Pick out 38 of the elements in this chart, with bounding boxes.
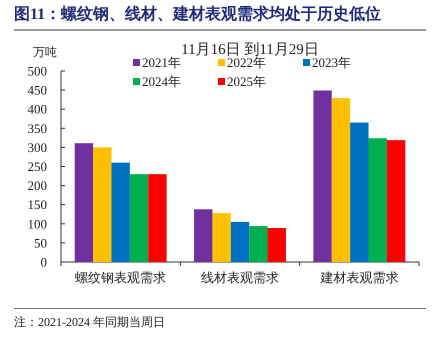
bar: [313, 90, 332, 262]
legend-label: 2021年: [142, 55, 181, 70]
bar: [74, 143, 94, 262]
legend-label: 2025年: [227, 74, 266, 89]
x-tick-label: 螺纹钢表观需求: [75, 270, 166, 285]
y-tick-label: 0: [40, 254, 47, 270]
bar: [332, 98, 350, 262]
bar: [194, 209, 212, 262]
y-tick-label: 150: [28, 197, 47, 212]
bar: [212, 213, 231, 262]
chart-subtitle: 11月16日 到11月29日: [181, 42, 319, 58]
y-tick-label: 50: [34, 235, 47, 250]
bar: [148, 174, 167, 262]
legend-label: 2024年: [142, 74, 181, 89]
bar: [111, 162, 130, 262]
bar: [368, 138, 387, 262]
legend-label: 2023年: [312, 55, 351, 70]
y-tick-label: 200: [28, 178, 47, 194]
bar: [93, 147, 112, 262]
bar: [350, 122, 369, 262]
y-tick-label: 300: [28, 140, 47, 155]
legend-label: 2022年: [227, 55, 266, 70]
bar: [249, 226, 268, 262]
y-tick-label: 400: [28, 102, 47, 117]
bar: [130, 174, 148, 262]
y-axis-title: 万吨: [33, 45, 57, 59]
y-tick-label: 100: [28, 216, 47, 232]
bar: [268, 228, 286, 262]
bar: [230, 222, 250, 262]
y-tick-label: 350: [28, 120, 47, 136]
y-tick-label: 450: [28, 82, 47, 98]
y-tick-label: 500: [28, 64, 47, 78]
y-tick-label: 250: [28, 159, 47, 174]
chart-title: 图11：螺纹钢、线材、建材表观需求均处于历史低位: [14, 4, 426, 31]
x-tick-label: 线材表观需求: [201, 270, 279, 285]
x-tick-label: 建材表观需求: [319, 270, 398, 285]
bar: [386, 140, 406, 262]
text: 注：2021-2024 年同期当周日: [14, 308, 426, 331]
